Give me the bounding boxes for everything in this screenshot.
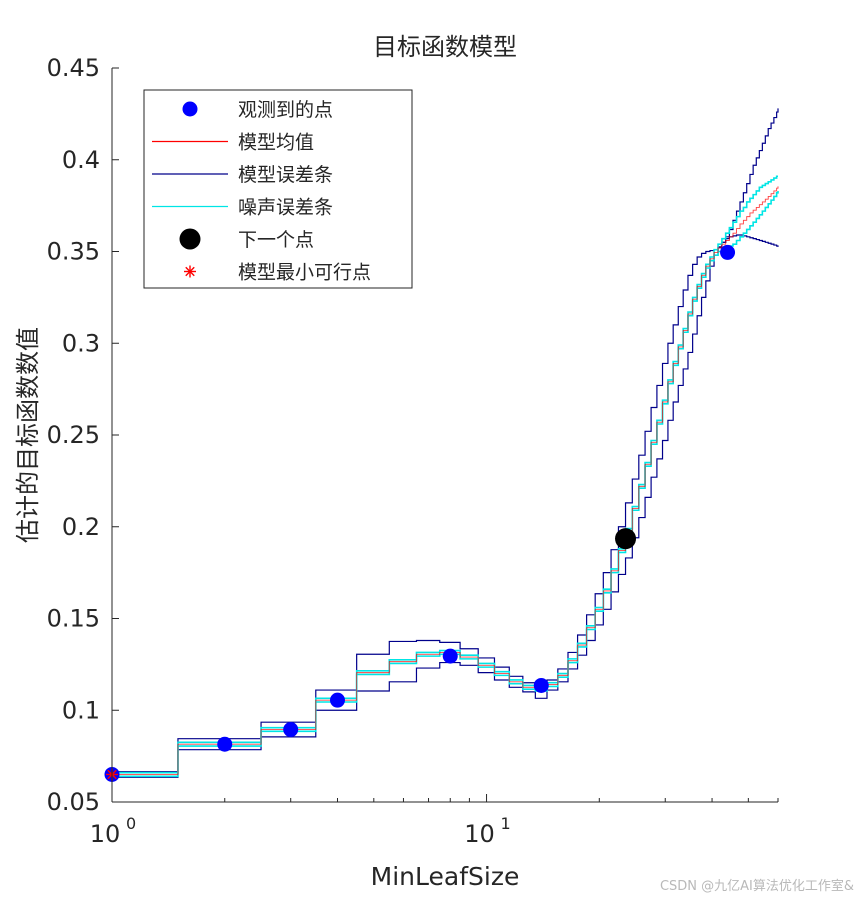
legend-item: 模型均值 xyxy=(152,132,314,154)
y-tick-label: 0.1 xyxy=(62,696,100,724)
x-tick-label: 10 1 xyxy=(464,814,510,848)
model-mean-layer xyxy=(112,186,779,775)
x-axis-label: MinLeafSize xyxy=(371,862,520,891)
observed-point xyxy=(533,677,549,693)
y-axis-label: 估计的目标函数数值 xyxy=(14,327,42,543)
legend-label: 模型均值 xyxy=(238,132,314,154)
x-tick-label: 10 0 xyxy=(90,814,136,848)
observed-point xyxy=(720,244,736,260)
asterisk-stroke xyxy=(185,266,195,277)
legend-symbol xyxy=(182,101,198,117)
x-tick-exponent: 0 xyxy=(126,814,136,833)
legend-symbol xyxy=(184,265,196,278)
y-ticks: 0.05 0.1 0.15 0.2 0.25 0.3 0.35 0.4 0.45 xyxy=(47,54,119,816)
legend-item: 模型误差条 xyxy=(152,164,333,186)
legend-label: 模型最小可行点 xyxy=(238,262,371,284)
observed-point xyxy=(442,648,458,664)
x-tick-exponent: 1 xyxy=(501,814,511,833)
x-ticks: 10 0 10 1 xyxy=(90,794,779,848)
legend-label: 观测到的点 xyxy=(238,99,333,121)
watermark: CSDN @九亿AI算法优化工作室& xyxy=(659,879,854,894)
y-tick-label: 0.4 xyxy=(62,146,100,174)
y-tick-label: 0.25 xyxy=(47,421,100,449)
legend-symbol xyxy=(179,228,201,250)
y-tick-label: 0.3 xyxy=(62,329,100,357)
legend-box xyxy=(143,89,413,289)
legend-item: 观测到的点 xyxy=(182,99,333,121)
legend-label: 模型误差条 xyxy=(238,164,333,186)
points-layer xyxy=(104,244,736,782)
model-mean-line xyxy=(112,186,779,775)
legend-label: 噪声误差条 xyxy=(238,197,333,219)
y-tick-label: 0.05 xyxy=(47,788,100,816)
next-point xyxy=(615,528,637,550)
observed-point xyxy=(329,692,345,708)
y-tick-label: 0.35 xyxy=(47,238,100,266)
observed-point xyxy=(217,736,233,752)
legend-item: 噪声误差条 xyxy=(152,197,333,219)
chart-title: 目标函数模型 xyxy=(373,33,517,61)
observed-point xyxy=(283,722,299,738)
x-tick-base: 10 xyxy=(90,820,121,848)
legend-label: 下一个点 xyxy=(238,229,314,251)
y-tick-label: 0.15 xyxy=(47,605,100,633)
legend-item: 下一个点 xyxy=(179,228,314,251)
y-tick-label: 0.2 xyxy=(62,513,100,541)
x-tick-base: 10 xyxy=(464,820,495,848)
y-tick-label: 0.45 xyxy=(47,54,100,82)
model-error-lower-line xyxy=(112,234,779,778)
legend-item: 模型最小可行点 xyxy=(184,262,371,284)
